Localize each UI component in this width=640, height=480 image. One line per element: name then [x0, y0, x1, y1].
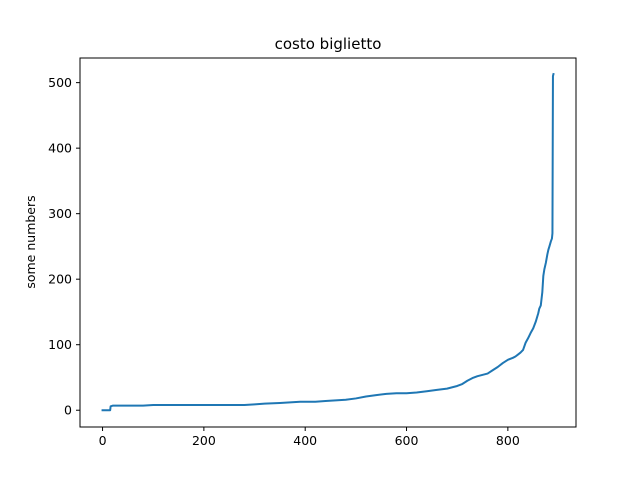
- y-tick-label: 0: [64, 403, 72, 418]
- x-tick-label: 0: [99, 433, 107, 448]
- x-tick-label: 800: [496, 433, 520, 448]
- series-line-0: [101, 72, 555, 412]
- x-tick-label: 400: [293, 433, 317, 448]
- chart-title: costo biglietto: [275, 35, 382, 53]
- y-tick-label: 400: [48, 141, 72, 156]
- y-tick-label: 100: [48, 337, 72, 352]
- y-tick-label: 300: [48, 206, 72, 221]
- y-tick-label: 200: [48, 272, 72, 287]
- plot-area: [101, 72, 555, 412]
- y-axis-label: some numbers: [23, 195, 38, 288]
- axes: 0 200 400 600 800 0 100 200 300 400 500: [48, 57, 577, 448]
- x-tick-label: 600: [395, 433, 419, 448]
- axes-frame: [79, 57, 577, 428]
- y-tick-label: 500: [48, 75, 72, 90]
- x-tick-label: 200: [192, 433, 216, 448]
